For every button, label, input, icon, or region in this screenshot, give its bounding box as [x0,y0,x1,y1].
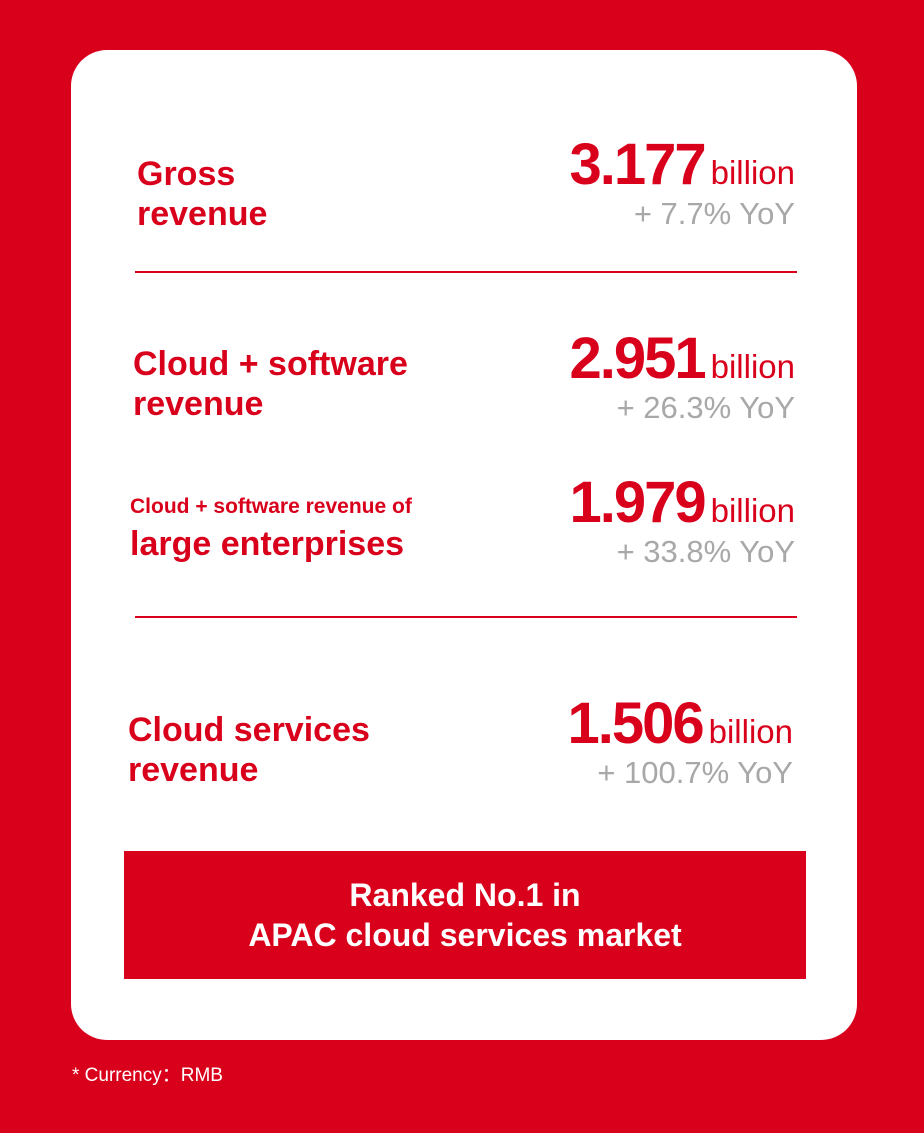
gross-revenue-unit: billion [710,154,795,191]
gross-revenue-value: 3.177 billion + 7.7% YoY [569,136,795,231]
cloud-software-revenue-label: Cloud + software revenue [133,345,408,423]
cloud-software-revenue-number: 2.951 [569,326,706,391]
large-enterprise-revenue-yoy: + 33.8% YoY [616,534,795,569]
large-enterprise-revenue-label: Cloud + software revenue of large enterp… [130,495,412,563]
ranking-banner: Ranked No.1 in APAC cloud services marke… [124,851,806,979]
ranking-banner-line-2: APAC cloud services market [248,917,682,953]
large-enterprise-revenue-number: 1.979 [569,470,706,535]
stats-card: Gross revenue 3.177 billion + 7.7% YoY Cl… [71,50,857,1040]
ranking-banner-line-1: Ranked No.1 in [349,877,581,913]
divider-1 [135,271,797,273]
cloud-services-revenue-yoy: + 100.7% YoY [597,755,793,790]
cloud-services-revenue-unit: billion [708,713,793,750]
divider-2 [135,616,797,618]
cloud-services-revenue-number: 1.506 [567,691,704,756]
gross-revenue-label: Gross revenue [137,155,268,233]
cloud-services-revenue-value: 1.506 billion + 100.7% YoY [567,695,793,790]
gross-revenue-yoy: + 7.7% YoY [633,196,795,231]
cloud-software-revenue-yoy: + 26.3% YoY [616,390,795,425]
large-enterprise-revenue-value: 1.979 billion + 33.8% YoY [569,474,795,569]
cloud-software-revenue-unit: billion [710,348,795,385]
large-enterprise-revenue-unit: billion [710,492,795,529]
cloud-services-revenue-label: Cloud services revenue [128,711,370,789]
currency-footnote: * Currency：RMB [72,1065,223,1086]
cloud-software-revenue-value: 2.951 billion + 26.3% YoY [569,330,795,425]
gross-revenue-number: 3.177 [569,132,706,197]
